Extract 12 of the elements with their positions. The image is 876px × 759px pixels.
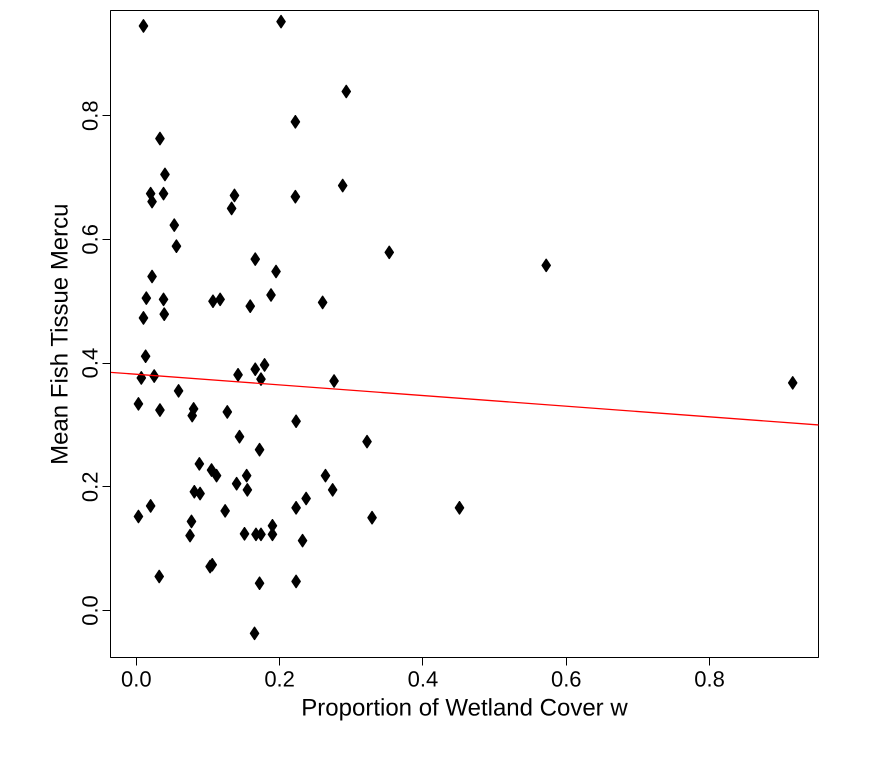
x-tick-label: 0.4 bbox=[408, 666, 438, 692]
x-tick-label: 0.0 bbox=[121, 666, 152, 692]
y-axis-title: Mean Fish Tissue Mercu bbox=[46, 204, 74, 465]
x-axis-title: Proportion of Wetland Cover w bbox=[301, 694, 628, 722]
x-tick-label: 0.2 bbox=[264, 666, 295, 692]
y-tick-label: 0.0 bbox=[78, 595, 102, 626]
x-tick-label: 0.6 bbox=[550, 666, 582, 692]
y-tick-label: 0.4 bbox=[78, 348, 102, 378]
x-tick-label: 0.8 bbox=[694, 666, 725, 692]
y-tick-label: 0.8 bbox=[78, 100, 102, 131]
y-tick-label: 0.6 bbox=[78, 224, 102, 255]
y-tick-label: 0.2 bbox=[78, 471, 102, 502]
